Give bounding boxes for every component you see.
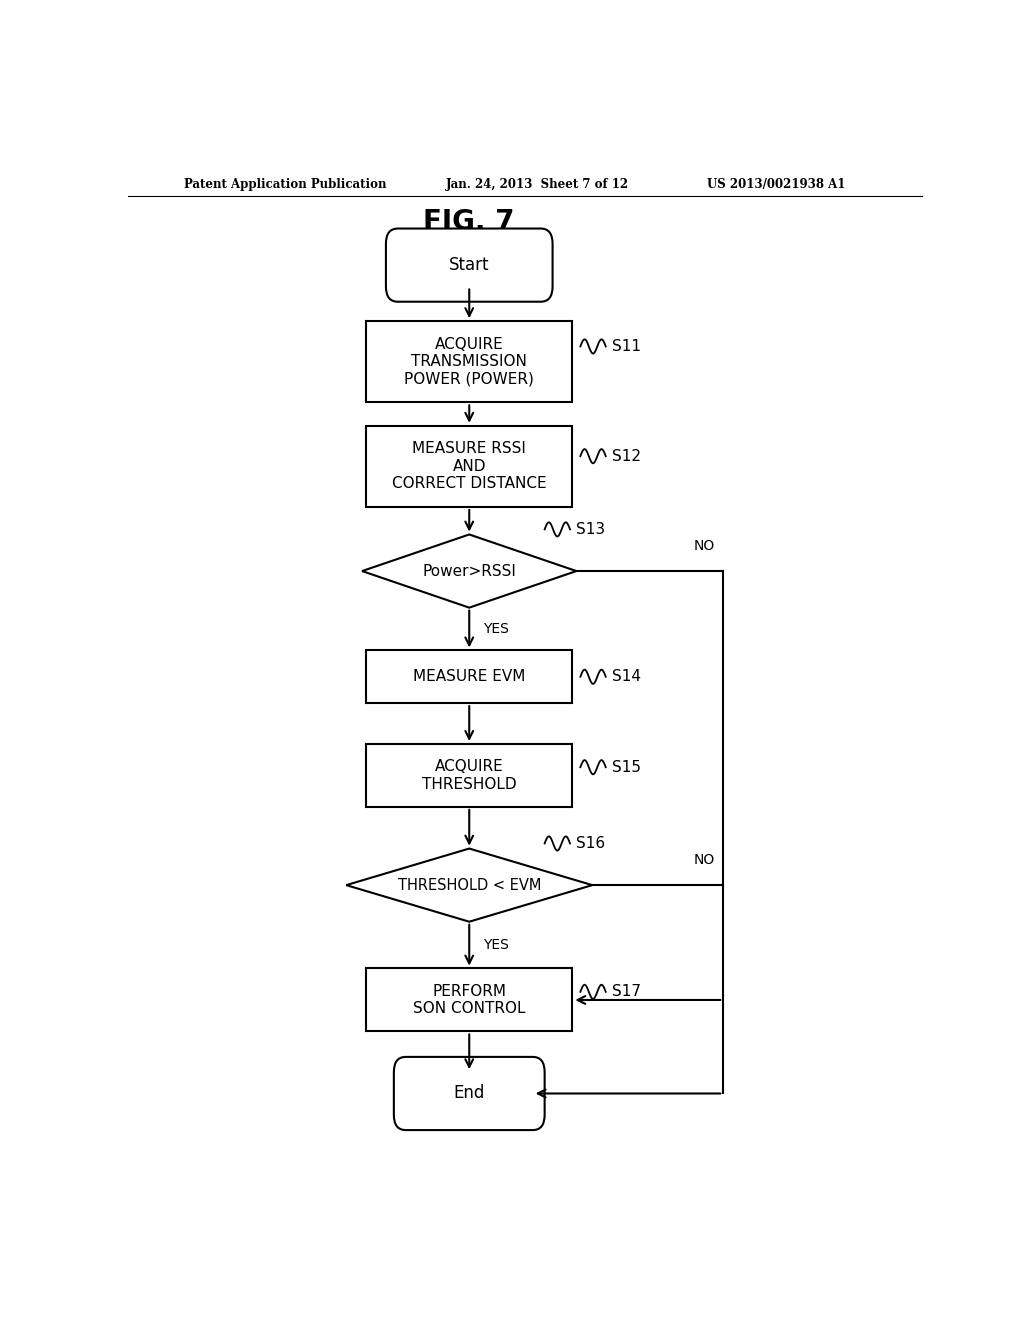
Bar xyxy=(367,321,572,403)
Text: FIG. 7: FIG. 7 xyxy=(424,209,515,236)
Text: S15: S15 xyxy=(612,760,641,775)
Text: S11: S11 xyxy=(612,339,641,354)
Bar xyxy=(367,651,572,704)
Text: S12: S12 xyxy=(612,449,641,463)
Text: Jan. 24, 2013  Sheet 7 of 12: Jan. 24, 2013 Sheet 7 of 12 xyxy=(445,178,629,191)
Bar xyxy=(367,744,572,807)
Text: Start: Start xyxy=(449,256,489,275)
Text: S17: S17 xyxy=(612,985,641,999)
Text: MEASURE RSSI
AND
CORRECT DISTANCE: MEASURE RSSI AND CORRECT DISTANCE xyxy=(392,441,547,491)
Text: ACQUIRE
TRANSMISSION
POWER (POWER): ACQUIRE TRANSMISSION POWER (POWER) xyxy=(404,337,535,387)
Text: YES: YES xyxy=(483,622,509,636)
Text: Power>RSSI: Power>RSSI xyxy=(422,564,516,578)
Text: End: End xyxy=(454,1085,485,1102)
Text: NO: NO xyxy=(694,853,715,867)
Text: MEASURE EVM: MEASURE EVM xyxy=(413,669,525,684)
Polygon shape xyxy=(346,849,592,921)
Text: S14: S14 xyxy=(612,669,641,684)
Bar xyxy=(367,426,572,507)
Text: S16: S16 xyxy=(577,836,605,851)
Bar xyxy=(367,969,572,1031)
Text: S13: S13 xyxy=(577,521,605,537)
FancyBboxPatch shape xyxy=(386,228,553,302)
FancyBboxPatch shape xyxy=(394,1057,545,1130)
Text: Patent Application Publication: Patent Application Publication xyxy=(183,178,386,191)
Text: PERFORM
SON CONTROL: PERFORM SON CONTROL xyxy=(413,983,525,1016)
Text: THRESHOLD < EVM: THRESHOLD < EVM xyxy=(397,878,541,892)
Polygon shape xyxy=(362,535,577,607)
Text: ACQUIRE
THRESHOLD: ACQUIRE THRESHOLD xyxy=(422,759,516,792)
Text: US 2013/0021938 A1: US 2013/0021938 A1 xyxy=(708,178,846,191)
Text: NO: NO xyxy=(694,539,715,553)
Text: YES: YES xyxy=(483,939,509,952)
